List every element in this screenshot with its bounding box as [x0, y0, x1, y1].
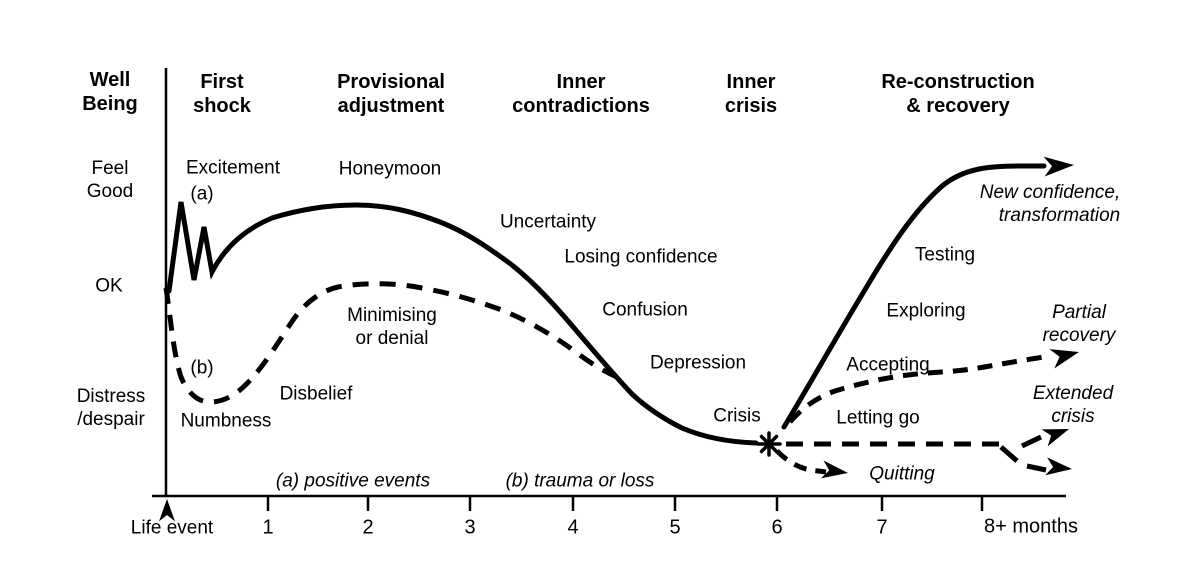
label-testing: Testing	[914, 244, 976, 266]
x-axis-origin-label: Life event	[130, 517, 214, 539]
label-accepting: Accepting	[846, 354, 930, 376]
y-axis-title: Well Being	[82, 69, 138, 115]
phase-inner-crisis: Inner crisis	[724, 71, 778, 117]
x-tick-4: 4	[567, 516, 579, 539]
quitting-arrowhead	[821, 460, 848, 479]
life-event-arrow-icon	[158, 499, 176, 522]
phase-reconstruction-recovery: Re-construction & recovery	[881, 71, 1035, 117]
label-losing-confidence: Losing confidence	[564, 246, 718, 268]
x-axis-tick-marks	[266, 496, 984, 511]
x-tick-5: 5	[669, 516, 681, 539]
label-excitement: Excitement	[186, 157, 280, 179]
label-letting-go: Letting go	[836, 407, 920, 429]
label-marker-a: (a)	[190, 183, 214, 205]
label-crisis: Crisis	[713, 405, 761, 427]
x-tick-7: 7	[876, 516, 888, 539]
extended-crisis-branch-dash	[1020, 434, 1043, 449]
trauma-curve-b-dashed	[163, 281, 620, 405]
recovery-curve-solid	[781, 163, 1047, 430]
level-ok: OK	[95, 275, 123, 297]
label-numbness: Numbness	[180, 410, 272, 432]
label-uncertainty: Uncertainty	[499, 211, 597, 233]
label-honeymoon: Honeymoon	[338, 158, 442, 180]
label-disbelief: Disbelief	[279, 383, 353, 405]
legend-trauma-or-loss: (b) trauma or loss	[505, 470, 655, 492]
dropout-branch-dashed	[999, 445, 1047, 473]
partial-recovery-path-dashed	[788, 354, 1045, 424]
label-minimising-or-denial: Minimising or denial	[347, 305, 437, 349]
dropout-arrowhead	[1045, 457, 1072, 476]
label-quitting: Quitting	[869, 463, 935, 485]
label-new-confidence: New confidence, transformation	[979, 182, 1121, 226]
wellbeing-curve-a-solid	[166, 201, 759, 446]
x-tick-1: 1	[262, 516, 274, 539]
recovery-arrowhead	[1043, 156, 1074, 177]
label-confusion: Confusion	[602, 299, 688, 321]
label-marker-b: (b)	[190, 357, 214, 379]
crisis-star-icon	[756, 431, 782, 457]
partial-recovery-arrowhead	[1049, 349, 1079, 369]
x-tick-2: 2	[362, 516, 374, 539]
x-tick-6: 6	[771, 516, 783, 539]
level-distress-despair: Distress /despair	[76, 386, 146, 430]
label-depression: Depression	[649, 352, 747, 374]
quitting-path-dashed	[775, 449, 827, 475]
label-partial-recovery: Partial recovery	[1042, 302, 1116, 346]
phase-provisional-adjustment: Provisional adjustment	[337, 71, 445, 117]
x-tick-8-plus-months: 8+ months	[984, 515, 1078, 538]
label-exploring: Exploring	[886, 300, 966, 322]
x-tick-3: 3	[464, 516, 476, 539]
label-extended-crisis: Extended crisis	[1032, 383, 1114, 427]
legend-positive-events: (a) positive events	[275, 470, 431, 492]
phase-first-shock: First shock	[193, 71, 251, 117]
level-feel-good: Feel Good	[86, 158, 134, 202]
phase-inner-contradictions: Inner contradictions	[512, 71, 650, 117]
extended-crisis-arrowhead	[1041, 429, 1069, 447]
